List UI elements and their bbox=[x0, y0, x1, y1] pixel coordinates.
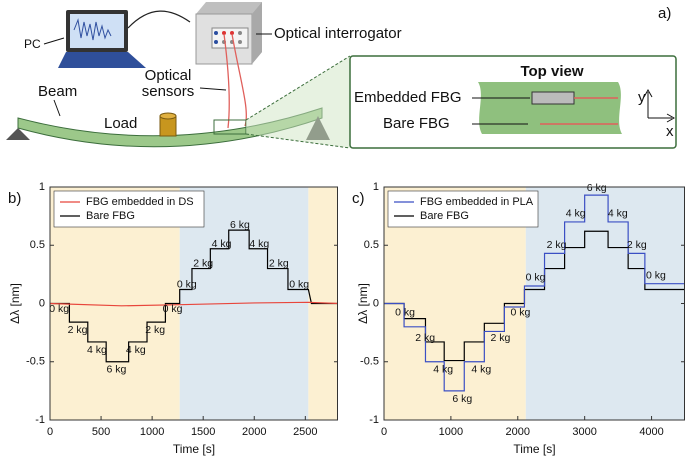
y-tick-label: 0.5 bbox=[30, 239, 45, 251]
annotation: 2 kg bbox=[68, 324, 88, 336]
annotation: 0 kg bbox=[526, 272, 546, 284]
sensors-label: Optical bbox=[145, 67, 192, 84]
plot-frame bbox=[49, 186, 338, 421]
x-tick-label: 1000 bbox=[140, 426, 164, 438]
annotation: 0 kg bbox=[163, 303, 183, 315]
top-view-label: Top view bbox=[520, 63, 583, 80]
x-tick-label: 0 bbox=[47, 426, 53, 438]
legend-label: FBG embedded in DS bbox=[86, 196, 194, 208]
pointer bbox=[199, 87, 227, 91]
bare-label: Bare FBG bbox=[383, 115, 450, 132]
annotation: 4 kg bbox=[433, 364, 453, 376]
annotation: 6 kg bbox=[587, 182, 607, 194]
x-tick-label: 0 bbox=[381, 426, 387, 438]
axes-icon bbox=[643, 88, 676, 123]
annotation: 2 kg bbox=[145, 324, 165, 336]
laptop-icon bbox=[58, 10, 146, 68]
annotation: 2 kg bbox=[627, 239, 647, 251]
shaded-region bbox=[525, 187, 685, 420]
annotation: 0 kg bbox=[395, 307, 415, 319]
load-icon bbox=[159, 112, 177, 137]
legend-label: Bare FBG bbox=[86, 210, 135, 222]
annotation: 0 kg bbox=[511, 307, 531, 319]
panel-label: c) bbox=[352, 190, 365, 207]
y-tick-label: -1 bbox=[35, 414, 45, 426]
annotation: 0 kg bbox=[646, 269, 666, 281]
pointer bbox=[43, 37, 65, 45]
y-tick-label: 0 bbox=[39, 297, 45, 309]
annotation: 0 kg bbox=[177, 279, 197, 291]
sensors-label: sensors bbox=[142, 83, 195, 100]
y-tick-label: -0.5 bbox=[26, 356, 45, 368]
axis-y-label: y bbox=[638, 89, 646, 106]
annotation: 6 kg bbox=[230, 219, 250, 231]
zoom-line bbox=[245, 55, 351, 121]
x-axis-label: Time [s] bbox=[513, 442, 555, 456]
x-tick-label: 1000 bbox=[439, 426, 463, 438]
annotation: 4 kg bbox=[249, 238, 269, 250]
beam-top bbox=[478, 82, 622, 134]
zoom-fan bbox=[246, 56, 350, 148]
y-tick-label: -0.5 bbox=[360, 356, 379, 368]
beam-label: Beam bbox=[38, 83, 77, 100]
y-tick-label: 0.5 bbox=[364, 239, 379, 251]
x-tick-label: 4000 bbox=[639, 426, 663, 438]
fiber bbox=[223, 33, 230, 129]
annotation: 4 kg bbox=[87, 344, 107, 356]
y-tick-label: -1 bbox=[369, 414, 379, 426]
x-tick-label: 2000 bbox=[242, 426, 266, 438]
annotation: 6 kg bbox=[106, 364, 126, 376]
chart: -1 -0.5 0 0.5 1 0 1000 2000 3000 4000 0 kg 2 kg 4 kg… bbox=[352, 181, 685, 456]
legend-label: Bare FBG bbox=[420, 210, 469, 222]
series-line bbox=[50, 229, 338, 363]
annotation: 4 kg bbox=[471, 364, 491, 376]
x-axis-label: Time [s] bbox=[173, 442, 215, 456]
panel-label: b) bbox=[8, 190, 21, 207]
interrogator-label: Optical interrogator bbox=[274, 25, 402, 42]
x-tick-label: 3000 bbox=[572, 426, 596, 438]
axis-x-label: x bbox=[666, 123, 674, 140]
y-tick-label: 1 bbox=[39, 181, 45, 193]
x-tick-label: 2000 bbox=[506, 426, 530, 438]
interrogator-icon bbox=[195, 2, 262, 65]
x-tick-label: 2500 bbox=[293, 426, 317, 438]
annotation: 4 kg bbox=[608, 208, 628, 220]
annotation: 4 kg bbox=[566, 208, 586, 220]
y-tick-label: 1 bbox=[373, 181, 379, 193]
legend-box bbox=[387, 190, 539, 228]
legend-box bbox=[53, 190, 205, 228]
x-tick-label: 500 bbox=[92, 426, 110, 438]
annotation: 4 kg bbox=[212, 238, 232, 250]
annotation: 6 kg bbox=[452, 393, 472, 405]
series-line bbox=[49, 301, 339, 307]
panel-label: a) bbox=[658, 5, 671, 22]
x-tick-label: 1500 bbox=[191, 426, 215, 438]
embedded-sensor bbox=[531, 91, 575, 105]
y-tick-label: 0 bbox=[373, 297, 379, 309]
annotation: 0 kg bbox=[49, 303, 69, 315]
annotation: 0 kg bbox=[289, 279, 309, 291]
setup-diagram: a) PC Optical interrogator Beam bbox=[6, 2, 677, 149]
support bbox=[6, 128, 30, 140]
pc-label: PC bbox=[24, 37, 41, 51]
zoom-line bbox=[245, 133, 351, 149]
y-axis-label: Δλ [nm] bbox=[8, 283, 22, 324]
series-line bbox=[384, 194, 685, 392]
annotation: 2 kg bbox=[490, 332, 510, 344]
pointer bbox=[53, 99, 61, 117]
legend-label: FBG embedded in PLA bbox=[420, 196, 534, 208]
annotation: 4 kg bbox=[126, 344, 146, 356]
annotation: 2 kg bbox=[269, 258, 289, 270]
embedded-label: Embedded FBG bbox=[354, 89, 462, 106]
cable bbox=[127, 10, 191, 29]
annotation: 2 kg bbox=[193, 258, 213, 270]
annotation: 2 kg bbox=[415, 332, 435, 344]
y-axis-label: Δλ [nm] bbox=[356, 283, 370, 324]
annotation: 2 kg bbox=[547, 239, 567, 251]
load-label: Load bbox=[104, 115, 137, 132]
